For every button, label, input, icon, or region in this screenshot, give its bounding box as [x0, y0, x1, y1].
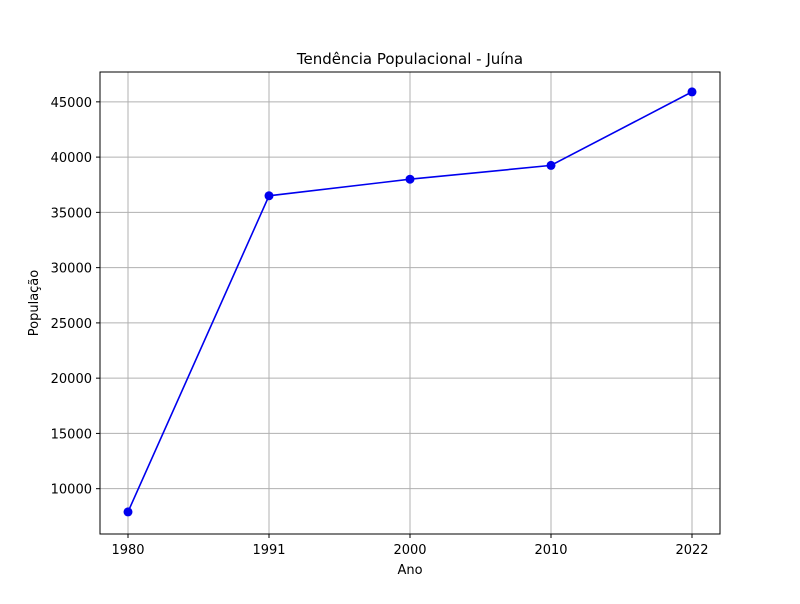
data-point-marker: [123, 507, 133, 517]
y-tick-label: 40000: [51, 151, 92, 166]
y-tick-label: 25000: [51, 317, 92, 332]
y-tick-label: 15000: [51, 427, 92, 442]
y-tick-label: 35000: [51, 206, 92, 221]
x-tick-label: 2022: [675, 543, 708, 558]
series-layer: [123, 87, 697, 517]
x-tick-label: 1991: [252, 543, 285, 558]
grid-lines: [100, 72, 720, 534]
x-tick-label: 2000: [393, 543, 426, 558]
x-tick-label: 1980: [111, 543, 144, 558]
y-tick-label: 20000: [51, 372, 92, 387]
x-axis-label: Ano: [397, 563, 422, 578]
y-tick-label: 45000: [51, 96, 92, 111]
axis-ticks: 1980 1991 2000 2010 2022 10000 15000 20000 25000…: [51, 96, 709, 558]
y-tick-label: 10000: [51, 483, 92, 498]
y-axis-label: População: [27, 270, 42, 337]
data-point-marker: [546, 160, 556, 170]
chart-title: Tendência Populacional - Juína: [296, 50, 523, 68]
data-point-marker: [264, 191, 274, 201]
data-point-marker: [687, 87, 697, 97]
y-tick-label: 30000: [51, 262, 92, 277]
data-point-marker: [405, 174, 415, 184]
x-tick-label: 2010: [534, 543, 567, 558]
